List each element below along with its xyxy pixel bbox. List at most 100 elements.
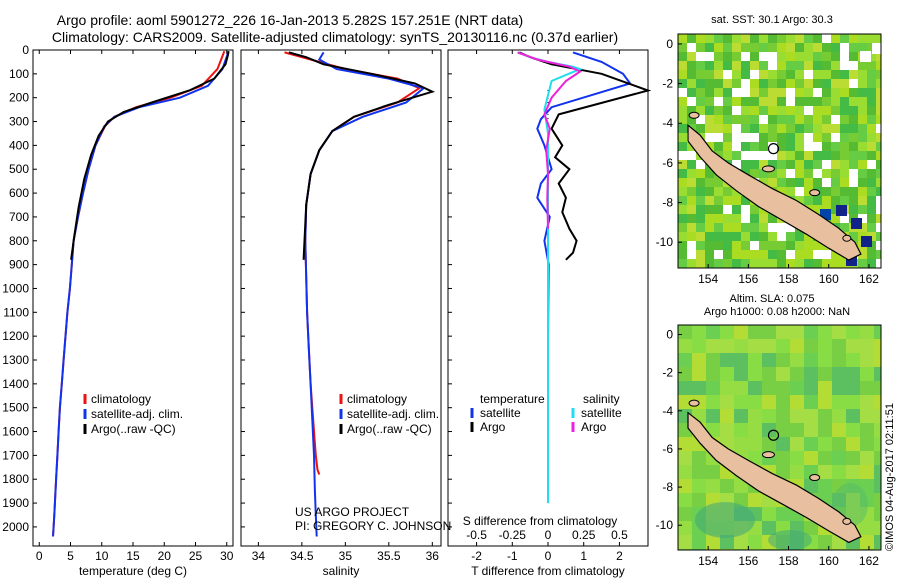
map-cell [831,178,840,187]
x-tick-label: 0 [36,549,43,563]
map-cell [687,52,696,61]
map-cell [813,196,822,205]
map-x-tick-label: 162 [859,554,879,568]
y-tick-label: 1300 [2,353,29,367]
map-cell [777,160,786,169]
map-cell [734,479,748,493]
map-cell [832,367,846,381]
map-cell [732,214,741,223]
map-y-tick-label: -10 [656,235,674,249]
x-tick-top-label: 0.5 [611,528,628,542]
map-cell [804,259,813,268]
map-cell [777,133,786,142]
map-cell [723,214,732,223]
map-cell [678,205,687,214]
x-tick-label: 20 [158,549,172,563]
land-islet [842,517,852,525]
y-tick-label: 1800 [2,472,29,486]
map-cell [732,52,741,61]
map-cell [714,34,723,43]
map-cell [874,367,881,381]
map-cell [860,479,874,493]
map-cell [876,232,881,241]
map-cell [831,250,840,259]
map-cell [795,124,804,133]
land-islands [687,411,862,544]
map-cell [813,52,822,61]
map-cell [678,325,692,339]
map-cell [741,205,750,214]
map-cell [705,97,714,106]
map-cell [687,178,696,187]
map-cell [687,43,696,52]
map-cell [750,259,759,268]
map-cell [768,52,777,61]
map-cell [831,106,840,115]
map-cell [678,169,687,178]
map-cell [750,106,759,115]
map-cell [795,115,804,124]
map-cell [732,259,741,268]
map-cell [723,223,732,232]
map-cell [840,178,849,187]
map-cell [786,241,795,250]
map-cell [705,232,714,241]
x-tick-label: 2 [616,549,623,563]
map-cell [696,214,705,223]
map-cell [867,205,876,214]
map-cell [776,507,790,521]
map-cell [876,34,881,43]
map-cell [832,451,846,465]
map-cell [874,507,881,521]
map-cell [678,535,692,549]
map-cell [768,223,777,232]
land-islet [688,111,700,119]
map-cell [741,79,750,88]
imos-stamp: ©IMOS 04-Aug-2017 02:11:51 [884,403,896,551]
map-cell [790,409,804,423]
map-cell [705,214,714,223]
map-cell [759,115,768,124]
map-cell [748,535,762,549]
map-cell [777,70,786,79]
map-cell [813,205,822,214]
map-cell [696,250,705,259]
map-cell [768,133,777,142]
map-cell [723,70,732,79]
map-cell [678,250,687,259]
map-cell [705,70,714,79]
map-cell [750,250,759,259]
map-cell [748,493,762,507]
x-tick-top-label: -0.5 [466,528,487,542]
map-cell [734,395,748,409]
map-cell [813,70,822,79]
map-cell [777,52,786,61]
map-cell [867,61,876,70]
map-cell [705,205,714,214]
map-cell [858,250,867,259]
map-cell [831,133,840,142]
map-cell [732,97,741,106]
map-cell [720,535,734,549]
map-cell [723,115,732,124]
map-cell [822,106,831,115]
map-cell [822,142,831,151]
map-cell [714,187,723,196]
map-cell [813,259,822,268]
sst-title: sat. SST: 30.1 Argo: 30.3 [711,14,833,26]
map-cell [860,437,874,451]
map-cell [804,79,813,88]
map-cell [678,214,687,223]
argo-position-marker [767,143,780,155]
map-cell [732,88,741,97]
map-cell [687,169,696,178]
map-cell [849,142,858,151]
series-line-satellite-adj-clim- [52,50,230,537]
map-cell [804,250,813,259]
map-cell [750,61,759,70]
map-x-tick-label: 154 [698,272,718,286]
map-cell [860,381,874,395]
map-cell [795,151,804,160]
map-cell [741,151,750,160]
map-cell [759,178,768,187]
